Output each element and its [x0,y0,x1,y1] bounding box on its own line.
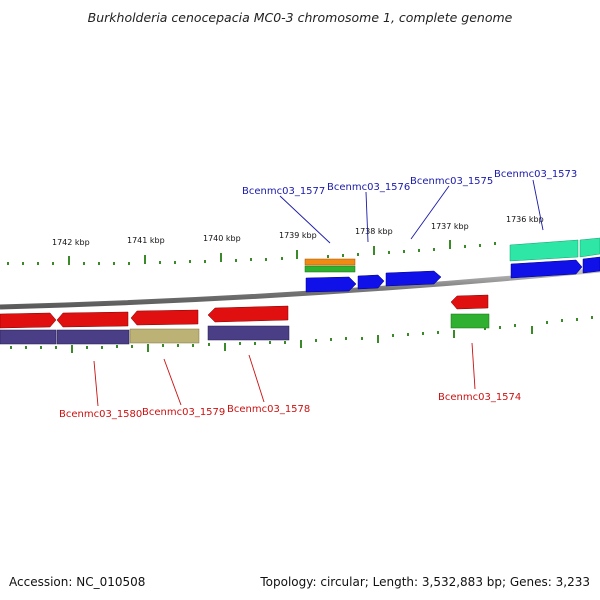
leader-line [248,354,265,403]
gene-feature-teal[interactable] [509,239,579,262]
kbp-label: 1738 kbp [355,227,393,236]
kbp-scale-labels: 1742 kbp 1741 kbp 1740 kbp 1739 kbp 1738… [52,215,544,247]
gene-label: Bcenmc03_1574 [438,392,521,403]
gene-bcenmc03-1576[interactable] [357,274,385,290]
gene-bcenmc03-1580-part[interactable] [56,311,129,328]
kbp-label: 1742 kbp [52,238,90,247]
gene-feature-green[interactable] [304,265,356,273]
gene-labels-bottom: Bcenmc03_1580 Bcenmc03_1579 Bcenmc03_157… [59,392,521,420]
leader-line [471,342,476,390]
accession-footer: Accession: NC_010508 [9,575,146,589]
leader-line [410,185,450,240]
leader-line [365,191,369,243]
cds-feature-purple[interactable] [56,329,130,345]
cds-feature-purple[interactable] [207,325,290,341]
gene-feature-teal[interactable] [579,237,600,258]
lower-tick-track [10,316,593,353]
kbp-label: 1736 kbp [506,215,544,224]
leader-line [163,358,182,406]
gene-label: Bcenmc03_1577 [242,186,325,197]
gene-labels-top: Bcenmc03_1577 Bcenmc03_1576 Bcenmc03_157… [242,169,577,197]
gene-feature-blue[interactable] [510,259,583,279]
gene-label: Bcenmc03_1576 [327,182,410,193]
leader-line [93,360,99,407]
gene-feature-blue[interactable] [582,256,600,274]
cds-feature-purple[interactable] [0,329,57,345]
kbp-label: 1737 kbp [431,222,469,231]
gene-bcenmc03-1579[interactable] [130,309,199,326]
gene-bcenmc03-1577[interactable] [305,276,357,293]
gene-label: Bcenmc03_1580 [59,409,142,420]
chromosome-backbone [0,267,600,310]
gene-feature-orange[interactable] [304,258,356,266]
gene-bcenmc03-1574[interactable] [450,294,489,310]
kbp-label: 1740 kbp [203,234,241,243]
kbp-label: 1739 kbp [279,231,317,240]
upper-tick-track [7,240,496,265]
gene-label: Bcenmc03_1573 [494,169,577,180]
gene-label: Bcenmc03_1579 [142,407,225,418]
gene-label: Bcenmc03_1575 [410,176,493,187]
leader-line [279,195,331,244]
gene-feature-green[interactable] [450,313,490,329]
lower-feature-track [0,294,490,345]
kbp-label: 1741 kbp [127,236,165,245]
gene-bcenmc03-1575[interactable] [385,270,442,287]
gene-bcenmc03-1580[interactable] [0,312,57,329]
upper-feature-track [304,237,600,293]
gene-bcenmc03-1578[interactable] [207,305,289,323]
label-leader-lines [93,179,544,407]
cds-feature-khaki[interactable] [129,328,200,344]
gene-label: Bcenmc03_1578 [227,404,310,415]
map-title: Burkholderia cenocepacia MC0-3 chromosom… [87,10,513,25]
topology-footer: Topology: circular; Length: 3,532,883 bp… [260,575,590,589]
leader-line [532,179,544,231]
